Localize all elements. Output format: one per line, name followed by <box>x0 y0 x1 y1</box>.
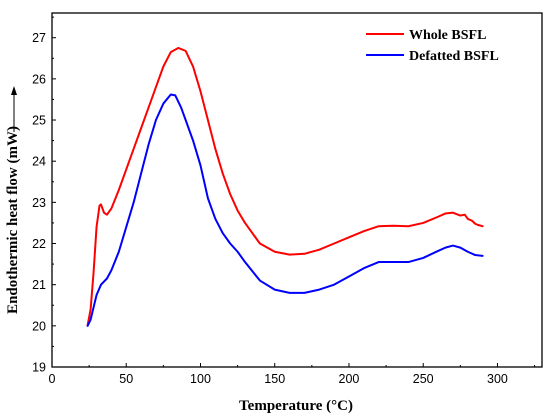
axis-ticks: 0 50 100 150 200 250 300 19 20 21 22 23 24 25 26 27 <box>32 16 536 386</box>
x-tick-label: 250 <box>413 372 434 386</box>
x-tick-label: 100 <box>190 372 211 386</box>
y-tick-label: 27 <box>32 31 46 45</box>
y-tick-label: 20 <box>32 319 46 333</box>
y-axis-arrow <box>11 86 17 132</box>
legend-label-whole-bsfl: Whole BSFL <box>409 28 486 43</box>
y-tick-label: 19 <box>32 361 46 375</box>
y-tick-label: 22 <box>32 237 46 251</box>
y-tick-label: 23 <box>32 196 46 210</box>
x-tick-label: 300 <box>487 372 508 386</box>
x-tick-label: 0 <box>49 372 56 386</box>
x-axis-title: Temperature (°C) <box>239 398 353 414</box>
x-tick-label: 150 <box>264 372 285 386</box>
legend-label-defatted-bsfl: Defatted BSFL <box>409 49 499 64</box>
series-group <box>86 46 484 327</box>
series-line-defatted-bsfl <box>86 93 484 327</box>
y-axis-title: Endothermic heat flow (mW) <box>5 126 21 314</box>
x-tick-label: 50 <box>119 372 133 386</box>
y-tick-label: 21 <box>32 278 46 292</box>
y-tick-label: 24 <box>32 155 46 169</box>
y-tick-label: 25 <box>32 114 46 128</box>
series-line-whole-bsfl <box>86 46 484 327</box>
plot-frame <box>51 12 543 368</box>
x-tick-label: 200 <box>339 372 360 386</box>
legend: Whole BSFL Defatted BSFL <box>366 28 499 64</box>
y-tick-label: 26 <box>32 72 46 86</box>
